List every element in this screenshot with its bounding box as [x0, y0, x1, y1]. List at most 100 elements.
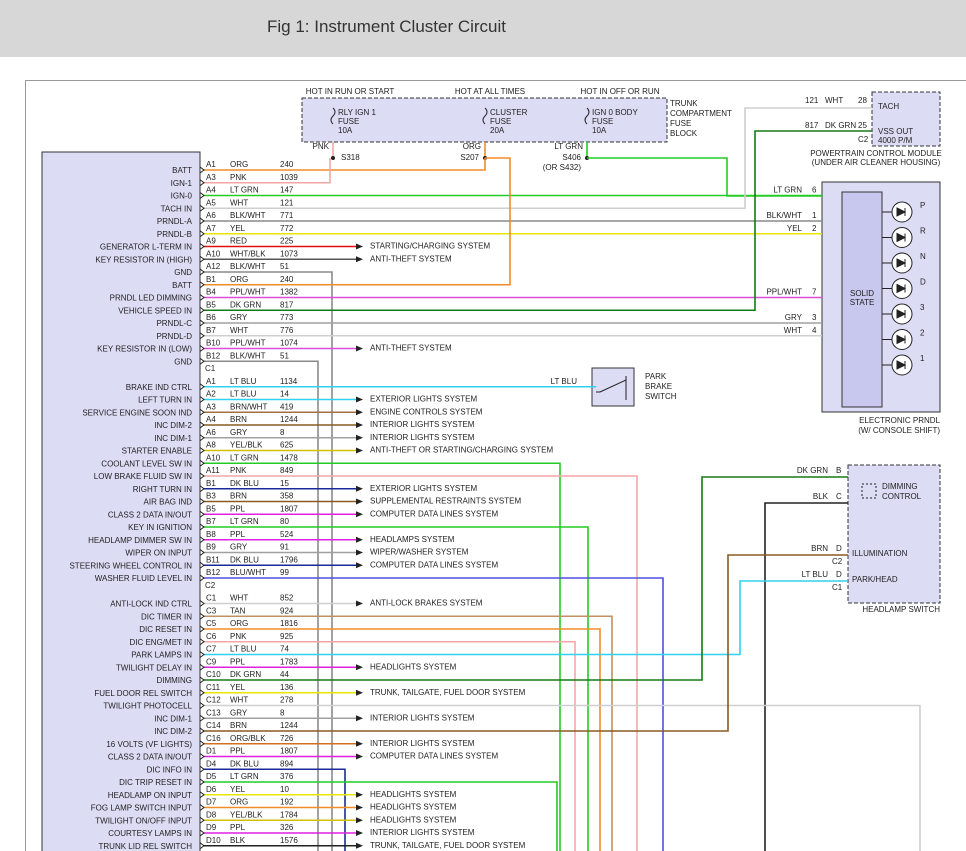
fuse-symbol [482, 107, 488, 125]
pin-notch [199, 306, 205, 314]
pin: C1 [206, 594, 217, 603]
wire-color: WHT [230, 326, 248, 335]
wire-color: YEL [230, 785, 246, 794]
wire-color: BLK/WHT [230, 211, 266, 220]
fuse-label: RLY IGN 1 [338, 108, 376, 117]
pin-label: PRNDL LED DIMMING [110, 294, 192, 303]
pin-notch [199, 829, 205, 837]
pin-notch [199, 523, 205, 531]
pin: B6 [206, 313, 216, 322]
circuit: 99 [280, 568, 289, 577]
pin-label: TWILIGHT DELAY IN [116, 663, 192, 672]
wire-color: PPL/WHT [230, 339, 266, 348]
fuse-symbol [330, 107, 336, 125]
pin: A10 [206, 453, 221, 462]
pin: D7 [206, 798, 217, 807]
wire-color: RED [230, 237, 247, 246]
wire-color: DK BLU [230, 479, 259, 488]
pin-notch [199, 600, 205, 607]
park-brake-name: SWITCH [645, 392, 677, 401]
pin: B1 [206, 479, 216, 488]
pcm-circuit: 121 [805, 96, 819, 105]
wire-color: BLK/WHT [230, 351, 266, 360]
pin-label: DIC RESET IN [139, 625, 192, 634]
pin-notch [199, 459, 205, 467]
pcm-caption: POWERTRAIN CONTROL MODULE [810, 149, 942, 158]
prndl-caption: (W/ CONSOLE SHIFT) [858, 426, 940, 435]
fuse-label: FUSE [490, 117, 511, 126]
pcm-color: DK GRN [825, 121, 856, 130]
wire-color: ORG [230, 160, 248, 169]
diode [896, 360, 907, 370]
wire [203, 158, 331, 184]
pin-label: PRNDL-D [156, 332, 192, 341]
pin: A3 [206, 402, 216, 411]
circuit: 726 [280, 734, 294, 743]
pcm-circuit: 817 [805, 121, 819, 130]
pin-label: WIPER ON INPUT [125, 549, 192, 558]
destination: HEADLAMPS SYSTEM [370, 535, 455, 544]
pin-label: PRNDL-C [156, 319, 192, 328]
pin: A4 [206, 415, 216, 424]
prndl-color: LT GRN [773, 186, 802, 195]
fuse-head: HOT IN OFF OR RUN [581, 87, 660, 96]
circuit: 1074 [280, 339, 298, 348]
wire-color: WHT [230, 594, 248, 603]
solid-state-label: SOLID [850, 289, 874, 298]
circuit: 1784 [280, 810, 298, 819]
pin-notch [199, 281, 205, 289]
circuit: 894 [280, 759, 294, 768]
wire [203, 580, 848, 656]
title: Fig 1: Instrument Cluster Circuit [267, 17, 507, 36]
wire [203, 577, 664, 851]
pin: B9 [206, 543, 216, 552]
circuit: 1783 [280, 657, 298, 666]
diode [896, 258, 907, 268]
destination: HEADLIGHTS SYSTEM [370, 790, 457, 799]
wire [203, 476, 848, 681]
pin-notch [199, 549, 205, 556]
circuit: 278 [280, 696, 294, 705]
wire-color: GRY [230, 543, 248, 552]
feed-color: ORG [463, 142, 481, 151]
wire-color: DK BLU [230, 555, 259, 564]
gear-label: 3 [920, 303, 925, 312]
arrow [356, 817, 363, 824]
circuit: 1073 [280, 249, 298, 258]
hs-color: DK GRN [797, 466, 828, 475]
wire [203, 615, 613, 851]
pin: B7 [206, 326, 216, 335]
wire-color: WHT [230, 696, 248, 705]
pin: A2 [206, 390, 216, 399]
pin: D5 [206, 772, 217, 781]
pcm-output: 4000 P/M [878, 136, 913, 145]
pin: B4 [206, 288, 216, 297]
pin: C5 [206, 619, 217, 628]
frame [25, 80, 966, 851]
pin-label: HEADLAMP ON INPUT [108, 791, 192, 800]
wire-color: BRN/WHT [230, 402, 267, 411]
pin-notch [199, 638, 205, 646]
circuit: 1576 [280, 836, 298, 845]
pin: B5 [206, 504, 216, 513]
arrow [356, 422, 363, 428]
circuit: 924 [280, 606, 294, 615]
wire-color: PNK [230, 173, 247, 182]
wire-color: LT GRN [230, 453, 259, 462]
pin-label: TACH IN [161, 204, 193, 213]
splice-label: S406 [562, 153, 581, 162]
pin-label: LOW BRAKE FLUID SW IN [94, 472, 192, 481]
pin-label: INC DIM-1 [154, 434, 192, 443]
pin-label: DIC TIMER IN [141, 612, 192, 621]
destination: ANTI-LOCK BRAKES SYSTEM [370, 599, 483, 608]
prndl-color: WHT [784, 326, 802, 335]
pin: B3 [206, 492, 216, 501]
park-brake-switch [591, 367, 635, 407]
pin: A1 [206, 160, 216, 169]
circuit: 1244 [280, 721, 298, 730]
pin-label: FOG LAMP SWITCH INPUT [91, 804, 192, 813]
wire-color: ORG [230, 798, 248, 807]
pin: A11 [206, 466, 220, 475]
circuit: 1816 [280, 619, 298, 628]
pin-label: BATT [172, 281, 192, 290]
